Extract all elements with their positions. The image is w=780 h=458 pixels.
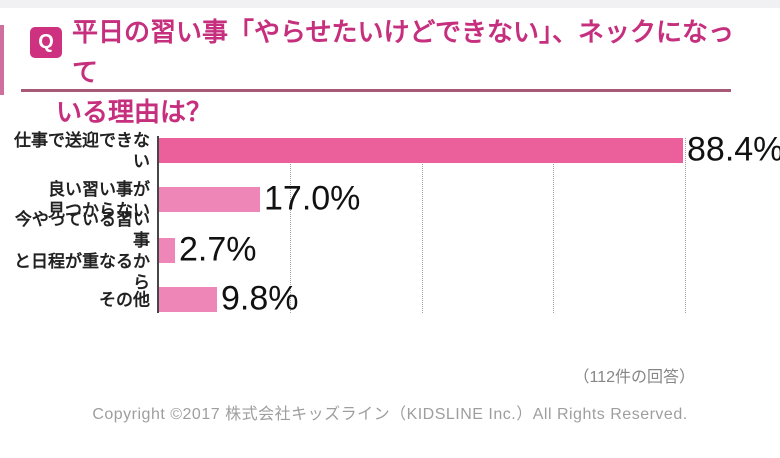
bar [159, 138, 683, 163]
gridline [421, 138, 423, 313]
bar [159, 238, 175, 263]
title-divider [21, 89, 731, 92]
value-label: 88.4% [687, 130, 780, 169]
category-label: 今やっている習い事 と日程が重なるから [14, 209, 150, 292]
category-label: 良い習い事が 見つからない [48, 179, 150, 220]
value-label: 2.7% [179, 230, 257, 269]
value-label: 17.0% [264, 179, 361, 218]
question-icon-letter: Q [38, 31, 54, 53]
gridline [290, 138, 292, 313]
left-edge-stripe [0, 25, 4, 95]
chart-title-line2: いる理由は？ [56, 97, 213, 127]
gridline [553, 138, 555, 313]
category-label: その他 [99, 290, 150, 309]
question-icon: Q [30, 27, 62, 58]
value-label: 9.8% [221, 279, 299, 318]
top-edge-band [0, 0, 780, 8]
bar [159, 187, 260, 212]
bar [159, 287, 217, 312]
gridline [684, 138, 686, 313]
chart-title: 平日の習い事「やらせたいけどできない」、ネックになって いる理由は？ [56, 12, 756, 132]
category-label: 仕事で送迎できない [14, 130, 150, 171]
copyright-text: Copyright ©2017 株式会社キッズライン（KIDSLINE Inc.… [92, 406, 688, 423]
y-axis-line [157, 136, 159, 313]
chart-title-line1: 平日の習い事「やらせたいけどできない」、ネックになって [72, 17, 734, 87]
response-count-note: （112件の回答） [573, 369, 695, 386]
